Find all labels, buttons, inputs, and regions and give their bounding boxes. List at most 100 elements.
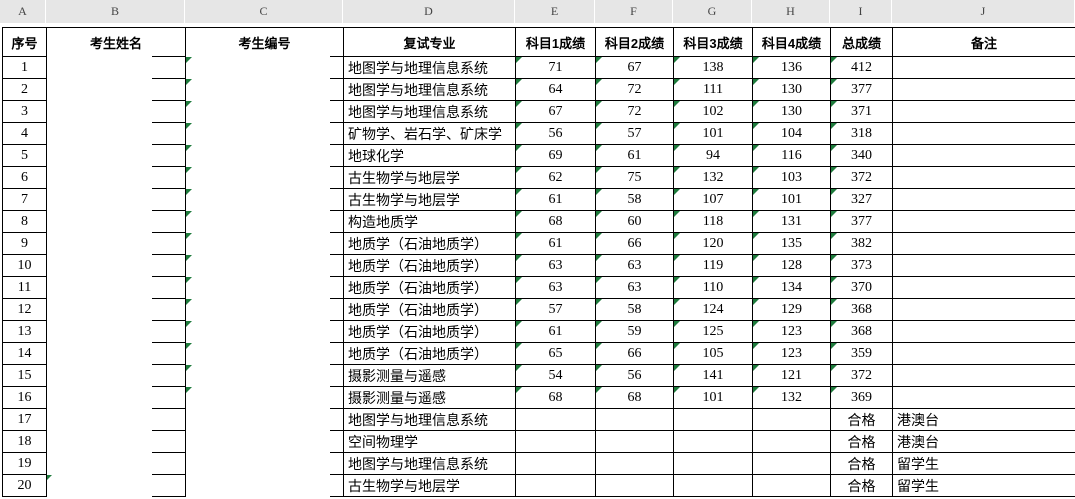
- cell-candidate_no-row20[interactable]: [186, 475, 343, 496]
- cell-s1-row16[interactable]: 68: [516, 387, 595, 408]
- cell-s4-row19[interactable]: [753, 453, 830, 474]
- cell-remark-row7[interactable]: [893, 189, 1075, 210]
- cell-name-row11[interactable]: [47, 277, 185, 298]
- cell-s2-row12[interactable]: 58: [596, 299, 673, 320]
- cell-s2-row18[interactable]: [596, 431, 673, 452]
- cell-s4-row13[interactable]: 123: [753, 321, 830, 342]
- cell-s3-row12[interactable]: 124: [674, 299, 752, 320]
- cell-name-row15[interactable]: [47, 365, 185, 386]
- cell-s1-row14[interactable]: 65: [516, 343, 595, 364]
- header-cell-candidate_no[interactable]: 考生编号: [186, 28, 343, 56]
- cell-remark-row14[interactable]: [893, 343, 1075, 364]
- cell-candidate_no-row17[interactable]: [186, 409, 343, 430]
- cell-s2-row2[interactable]: 72: [596, 79, 673, 100]
- cell-no-row20[interactable]: 20: [3, 475, 46, 496]
- cell-no-row19[interactable]: 19: [3, 453, 46, 474]
- cell-major-row10[interactable]: 地质学（石油地质学）: [344, 255, 515, 276]
- cell-major-row16[interactable]: 摄影测量与遥感: [344, 387, 515, 408]
- cell-major-row19[interactable]: 地图学与地理信息系统: [344, 453, 515, 474]
- cell-total-row20[interactable]: 合格: [831, 475, 892, 496]
- cell-s3-row3[interactable]: 102: [674, 101, 752, 122]
- cell-total-row6[interactable]: 372: [831, 167, 892, 188]
- cell-no-row16[interactable]: 16: [3, 387, 46, 408]
- cell-s1-row20[interactable]: [516, 475, 595, 496]
- cell-no-row13[interactable]: 13: [3, 321, 46, 342]
- cell-s1-row12[interactable]: 57: [516, 299, 595, 320]
- cell-s4-row16[interactable]: 132: [753, 387, 830, 408]
- cell-candidate_no-row16[interactable]: [186, 387, 343, 408]
- cell-s3-row9[interactable]: 120: [674, 233, 752, 254]
- cell-name-row3[interactable]: [47, 101, 185, 122]
- cell-s2-row1[interactable]: 67: [596, 57, 673, 78]
- cell-s3-row18[interactable]: [674, 431, 752, 452]
- header-cell-name[interactable]: 考生姓名: [47, 28, 185, 56]
- column-letter-J[interactable]: J: [892, 0, 1075, 23]
- cell-s2-row7[interactable]: 58: [596, 189, 673, 210]
- cell-name-row1[interactable]: [47, 57, 185, 78]
- cell-s1-row10[interactable]: 63: [516, 255, 595, 276]
- cell-s4-row17[interactable]: [753, 409, 830, 430]
- cell-candidate_no-row18[interactable]: [186, 431, 343, 452]
- cell-major-row9[interactable]: 地质学（石油地质学）: [344, 233, 515, 254]
- cell-candidate_no-row8[interactable]: [186, 211, 343, 232]
- cell-s2-row14[interactable]: 66: [596, 343, 673, 364]
- cell-remark-row19[interactable]: 留学生: [893, 453, 1075, 474]
- column-letter-F[interactable]: F: [595, 0, 673, 23]
- cell-major-row18[interactable]: 空间物理学: [344, 431, 515, 452]
- cell-s3-row2[interactable]: 111: [674, 79, 752, 100]
- cell-s2-row13[interactable]: 59: [596, 321, 673, 342]
- cell-s1-row1[interactable]: 71: [516, 57, 595, 78]
- cell-s1-row18[interactable]: [516, 431, 595, 452]
- cell-no-row6[interactable]: 6: [3, 167, 46, 188]
- cell-s1-row6[interactable]: 62: [516, 167, 595, 188]
- cell-s1-row9[interactable]: 61: [516, 233, 595, 254]
- cell-name-row19[interactable]: [47, 453, 185, 474]
- cell-candidate_no-row7[interactable]: [186, 189, 343, 210]
- cell-major-row15[interactable]: 摄影测量与遥感: [344, 365, 515, 386]
- cell-s3-row14[interactable]: 105: [674, 343, 752, 364]
- cell-remark-row8[interactable]: [893, 211, 1075, 232]
- cell-s1-row11[interactable]: 63: [516, 277, 595, 298]
- cell-s4-row3[interactable]: 130: [753, 101, 830, 122]
- header-cell-major[interactable]: 复试专业: [344, 28, 515, 56]
- cell-remark-row13[interactable]: [893, 321, 1075, 342]
- cell-remark-row18[interactable]: 港澳台: [893, 431, 1075, 452]
- header-cell-s2[interactable]: 科目2成绩: [596, 28, 673, 56]
- cell-no-row2[interactable]: 2: [3, 79, 46, 100]
- cell-s2-row8[interactable]: 60: [596, 211, 673, 232]
- cell-major-row7[interactable]: 古生物学与地层学: [344, 189, 515, 210]
- cell-s2-row16[interactable]: 68: [596, 387, 673, 408]
- cell-major-row14[interactable]: 地质学（石油地质学）: [344, 343, 515, 364]
- cell-s3-row7[interactable]: 107: [674, 189, 752, 210]
- cell-remark-row12[interactable]: [893, 299, 1075, 320]
- cell-s2-row10[interactable]: 63: [596, 255, 673, 276]
- cell-s2-row15[interactable]: 56: [596, 365, 673, 386]
- cell-s4-row15[interactable]: 121: [753, 365, 830, 386]
- cell-s4-row6[interactable]: 103: [753, 167, 830, 188]
- cell-name-row7[interactable]: [47, 189, 185, 210]
- cell-s1-row3[interactable]: 67: [516, 101, 595, 122]
- cell-s4-row7[interactable]: 101: [753, 189, 830, 210]
- cell-remark-row17[interactable]: 港澳台: [893, 409, 1075, 430]
- cell-total-row11[interactable]: 370: [831, 277, 892, 298]
- cell-candidate_no-row1[interactable]: [186, 57, 343, 78]
- header-cell-s4[interactable]: 科目4成绩: [753, 28, 830, 56]
- cell-name-row8[interactable]: [47, 211, 185, 232]
- cell-s4-row11[interactable]: 134: [753, 277, 830, 298]
- cell-s1-row4[interactable]: 56: [516, 123, 595, 144]
- cell-s3-row13[interactable]: 125: [674, 321, 752, 342]
- cell-s4-row1[interactable]: 136: [753, 57, 830, 78]
- cell-remark-row20[interactable]: 留学生: [893, 475, 1075, 496]
- cell-candidate_no-row4[interactable]: [186, 123, 343, 144]
- column-letter-B[interactable]: B: [46, 0, 185, 23]
- cell-remark-row9[interactable]: [893, 233, 1075, 254]
- cell-no-row10[interactable]: 10: [3, 255, 46, 276]
- cell-remark-row4[interactable]: [893, 123, 1075, 144]
- cell-remark-row5[interactable]: [893, 145, 1075, 166]
- cell-name-row5[interactable]: [47, 145, 185, 166]
- cell-name-row20[interactable]: [47, 475, 185, 496]
- cell-s1-row8[interactable]: 68: [516, 211, 595, 232]
- header-cell-no[interactable]: 序号: [3, 28, 46, 56]
- cell-total-row8[interactable]: 377: [831, 211, 892, 232]
- cell-name-row6[interactable]: [47, 167, 185, 188]
